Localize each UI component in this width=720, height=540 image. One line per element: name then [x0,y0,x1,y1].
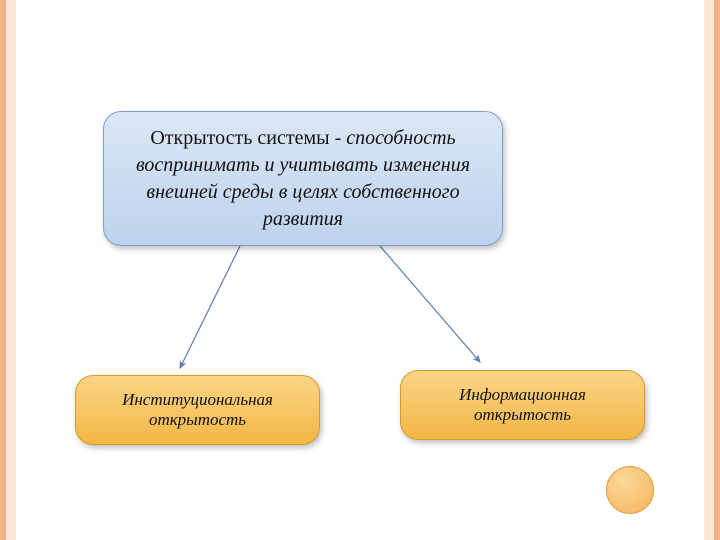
left-branch-box: Институциональная открытость [75,375,320,445]
connector-lines [0,0,720,540]
definition-text: Открытость системы - способность восприн… [132,125,474,233]
right-branch-box: Информационная открытость [400,370,645,440]
connector-left [180,246,240,368]
right-branch-label: Информационная открытость [415,385,630,425]
definition-box: Открытость системы - способность восприн… [103,111,503,246]
diagram-canvas: Открытость системы - способность восприн… [0,0,720,540]
accent-circle-icon [606,466,654,514]
definition-lead: Открытость системы - [150,127,346,149]
connector-right [380,246,480,362]
left-branch-label: Институциональная открытость [90,390,305,430]
